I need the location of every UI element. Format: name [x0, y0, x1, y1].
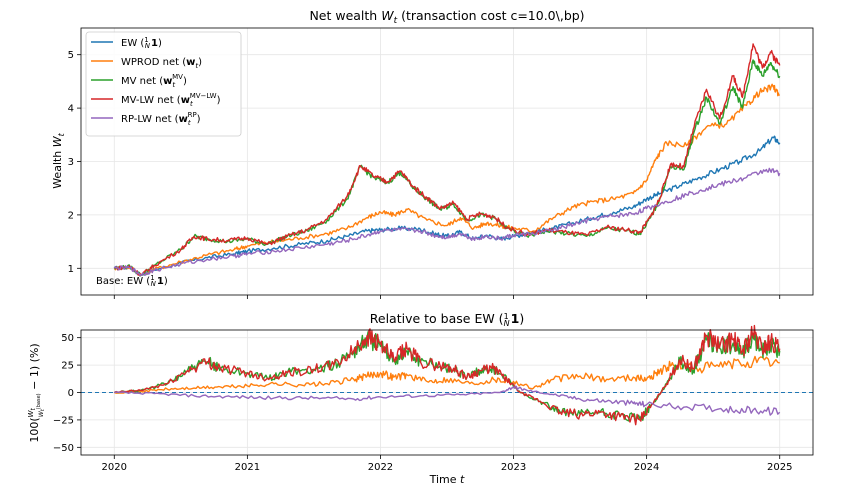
x-tick-label: 2024 [634, 462, 659, 473]
x-tick-label: 2021 [235, 462, 260, 473]
legend-entry-mv: MV net (wtMV) [91, 73, 187, 89]
x-tick-label: 2020 [102, 462, 127, 473]
legend-entry-rplw: RP-LW net (wtRP) [91, 111, 201, 127]
top-x-ticks [113, 295, 781, 299]
legend-label-mvlw: MV-LW net (wtMV−LW) [121, 92, 221, 108]
bottom-x-ticks: 2020 2021 2022 2023 2024 2025 [102, 455, 792, 473]
bottom-y-tick-label: 50 [61, 333, 74, 344]
bottom-panel: −50 −25 0 25 50 2020 2021 2022 2023 2024 2025 Rel… [27, 311, 814, 486]
bottom-line-wprod [114, 355, 780, 394]
top-y-tick-label: 2 [68, 210, 74, 221]
legend-label-mv: MV net (wtMV) [121, 73, 187, 89]
top-line-wprod [113, 83, 781, 276]
top-panel: 1 2 3 4 5 Net wealth Wt (transaction cost c=… [51, 8, 814, 299]
bottom-y-axis-label: 100(WtWt(base) − 1) (%) [27, 343, 46, 442]
base-annotation: Base: EW (1 N1) [96, 274, 168, 288]
legend: EW (1 N1) WPROD net (wt) MV net (wtMV) MV… [85, 31, 242, 137]
top-y-axis-label: Wealth Wt [51, 132, 66, 188]
bottom-y-ticks: −50 −25 0 25 50 [53, 333, 81, 454]
top-chart-title: Net wealth Wt (transaction cost c=10.0\,… [309, 8, 584, 26]
x-tick-label: 2022 [368, 462, 393, 473]
legend-entry-mvlw: MV-LW net (wtMV−LW) [91, 92, 221, 108]
bottom-line-rplw [114, 385, 781, 416]
bottom-lines [114, 324, 781, 426]
top-y-ticks: 1 2 3 4 5 [68, 50, 81, 275]
legend-entry-wprod: WPROD net (wt) [91, 57, 202, 70]
top-line-rplw [113, 167, 781, 277]
top-y-tick-label: 3 [68, 157, 74, 168]
top-line-mv [114, 59, 781, 277]
x-tick-label: 2023 [501, 462, 526, 473]
bottom-y-tick-label: −25 [53, 415, 74, 426]
legend-label-rplw: RP-LW net (wtRP) [121, 111, 201, 127]
top-lines [113, 43, 781, 277]
top-y-tick-label: 5 [68, 50, 74, 61]
top-y-tick-label: 1 [68, 264, 74, 275]
x-tick-label: 2025 [767, 462, 792, 473]
bottom-chart-title: Relative to base EW (1 N1) [370, 311, 524, 328]
legend-label-wprod: WPROD net (wt) [121, 57, 202, 70]
bottom-y-tick-label: 25 [61, 361, 74, 372]
top-y-tick-label: 4 [68, 104, 74, 115]
bottom-y-tick-label: −50 [53, 443, 74, 454]
svg-text:100(WtWt(base) − 1) (%): 100(WtWt(base) − 1) (%) [27, 343, 46, 442]
x-axis-label: Time t [429, 473, 465, 486]
legend-box [85, 31, 242, 137]
legend-label-ew: EW (1 N1) [121, 36, 162, 50]
legend-entry-ew: EW (1 N1) [91, 36, 162, 50]
bottom-line-mvlw [114, 324, 781, 426]
top-line-mvlw [114, 43, 781, 277]
bottom-y-tick-label: 0 [68, 388, 74, 399]
